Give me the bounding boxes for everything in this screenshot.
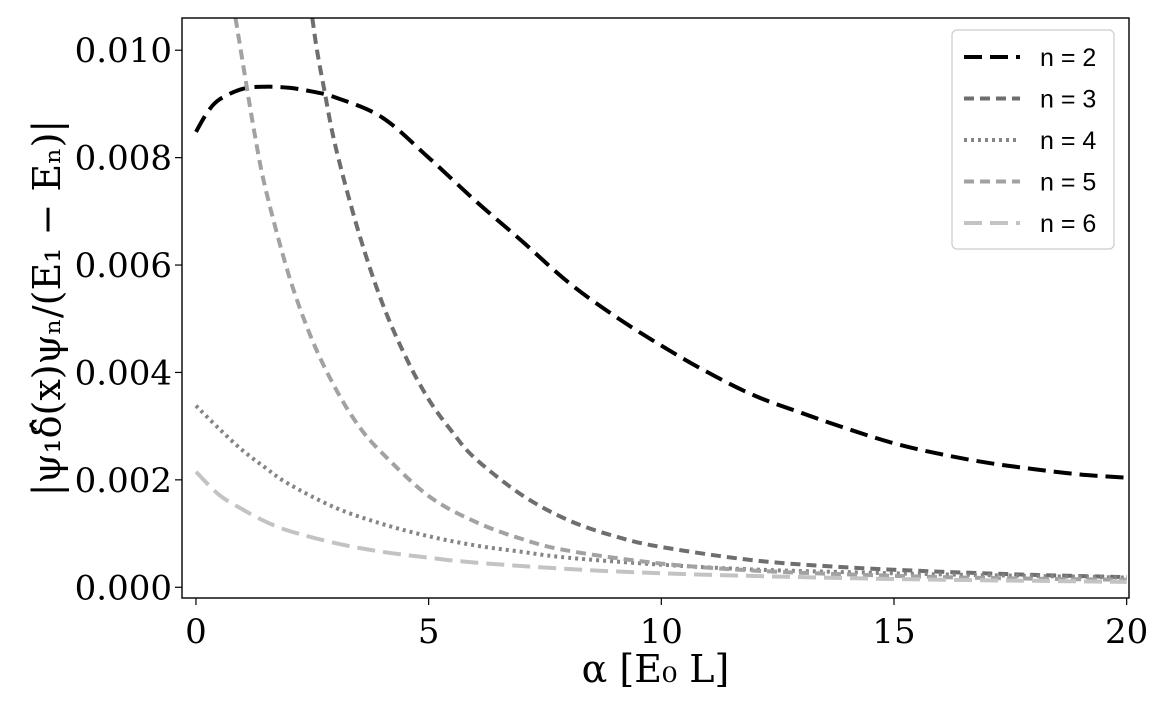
- y-tick-label: 0.002: [75, 461, 172, 501]
- x-tick-label: 10: [640, 612, 683, 652]
- x-axis-ticks: 0 5 10 15 20: [185, 598, 1148, 652]
- series-line-n5: [233, 18, 1127, 582]
- series-line-n4: [194, 404, 1127, 580]
- legend-label: n = 4: [1040, 127, 1096, 155]
- x-tick-label: 20: [1105, 612, 1148, 652]
- y-tick-label: 0.004: [75, 353, 172, 393]
- legend: n = 2 n = 3 n = 4 n = 5 n = 6: [951, 29, 1115, 250]
- x-axis-label: α [E₀ L]: [582, 647, 730, 691]
- series-line-n3: [310, 18, 1127, 580]
- y-axis-ticks: 0.000 0.002 0.004 0.006 0.008 0.010: [75, 31, 182, 608]
- y-axis-label: |ψ₁δ̂(x)ψₙ/(E₁ − Eₙ)|: [25, 120, 69, 496]
- series-line-n2: [194, 84, 1127, 480]
- x-tick-label: 15: [872, 612, 915, 652]
- y-tick-label: 0.006: [75, 246, 172, 286]
- legend-label: n = 3: [1040, 86, 1096, 114]
- legend-label: n = 6: [1040, 210, 1096, 238]
- legend-label: n = 2: [1040, 44, 1096, 72]
- y-tick-label: 0.010: [75, 31, 172, 71]
- legend-box: [951, 29, 1115, 250]
- series-lines: [194, 18, 1127, 584]
- plot-frame: [181, 17, 1130, 599]
- x-tick-label: 5: [418, 612, 440, 652]
- y-tick-label: 0.008: [75, 139, 172, 179]
- legend-label: n = 5: [1040, 169, 1096, 197]
- y-tick-label: 0.000: [75, 568, 172, 608]
- x-tick-label: 0: [185, 612, 207, 652]
- series-line-n6: [194, 470, 1127, 584]
